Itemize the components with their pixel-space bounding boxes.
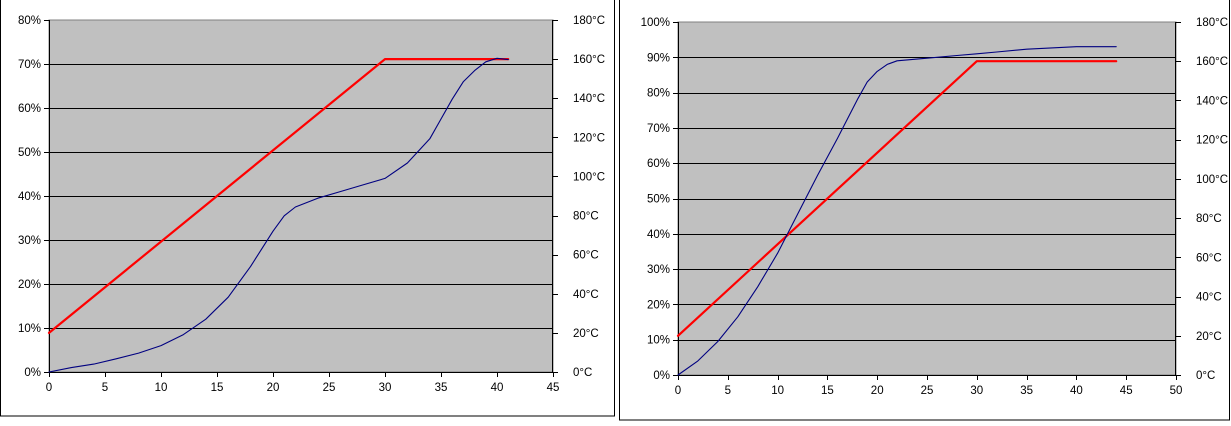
y-right-tick-label: 180°C bbox=[1196, 17, 1228, 29]
y-right-tick-label: 40°C bbox=[573, 289, 599, 301]
y-left-tick-label: 80% bbox=[647, 88, 670, 100]
x-tick-label: 20 bbox=[871, 385, 884, 397]
x-tick-label: 30 bbox=[379, 382, 392, 394]
y-right-tick-label: 160°C bbox=[573, 54, 605, 66]
x-tick-label: 25 bbox=[323, 382, 336, 394]
x-tick-label: 20 bbox=[267, 382, 280, 394]
percentage-curve bbox=[677, 46, 1117, 376]
y-right-tick-label: 80°C bbox=[1196, 213, 1222, 225]
y-left-tick-label: 70% bbox=[647, 123, 670, 135]
y-left-tick-label: 10% bbox=[647, 335, 670, 347]
y-right-tick-label: 40°C bbox=[1196, 292, 1222, 304]
y-right-tick-label: 180°C bbox=[573, 15, 605, 27]
chart-left: 0% 10% 20% 30% 40% 50% 60% 70% 80% 0°C 20°C 40°C 60°… bbox=[0, 0, 616, 421]
y-left-tick-label: 0% bbox=[24, 367, 41, 379]
y-left-tick-label: 20% bbox=[18, 279, 41, 291]
y-left-tick-label: 90% bbox=[647, 52, 670, 64]
y-right-tick-label: 140°C bbox=[1196, 95, 1228, 107]
y-left-tick-label: 20% bbox=[647, 299, 670, 311]
y-left-tick-label: 30% bbox=[18, 235, 41, 247]
x-tick-label: 0 bbox=[46, 382, 52, 394]
x-tick-label: 15 bbox=[211, 382, 224, 394]
y-left-tick-label: 50% bbox=[647, 194, 670, 206]
temperature-line bbox=[676, 60, 1118, 337]
y-left-tick-label: 60% bbox=[647, 158, 670, 170]
y-right-tick-label: 100°C bbox=[1196, 174, 1228, 186]
y-left-tick-label: 40% bbox=[647, 229, 670, 241]
x-tick-label: 30 bbox=[970, 385, 983, 397]
y-left-tick-label: 30% bbox=[647, 264, 670, 276]
y-right-tick-label: 60°C bbox=[573, 250, 599, 262]
y-left-tick-label: 60% bbox=[18, 103, 41, 115]
x-tick-label: 15 bbox=[821, 385, 834, 397]
x-tick-label: 45 bbox=[547, 382, 560, 394]
x-tick-label: 40 bbox=[1070, 385, 1083, 397]
x-tick-label: 10 bbox=[155, 382, 168, 394]
x-tick-label: 25 bbox=[921, 385, 934, 397]
x-tick-label: 10 bbox=[771, 385, 784, 397]
y-right-tick-label: 20°C bbox=[1196, 331, 1222, 343]
y-left-tick-label: 50% bbox=[18, 147, 41, 159]
x-tick-label: 5 bbox=[725, 385, 731, 397]
y-left-tick-label: 80% bbox=[18, 15, 41, 27]
y-left-tick-label: 10% bbox=[18, 323, 41, 335]
temperature-line bbox=[47, 57, 510, 334]
x-tick-label: 35 bbox=[435, 382, 448, 394]
y-right-tick-label: 120°C bbox=[1196, 135, 1228, 147]
y-right-tick-label: 120°C bbox=[573, 132, 605, 144]
x-tick-label: 35 bbox=[1020, 385, 1033, 397]
chart-frame bbox=[0, 0, 615, 417]
y-right-tick-label: 0°C bbox=[573, 367, 592, 379]
y-left-tick-label: 40% bbox=[18, 191, 41, 203]
percentage-curve bbox=[48, 57, 509, 373]
y-right-tick-label: 20°C bbox=[573, 328, 599, 340]
y-right-tick-label: 100°C bbox=[573, 171, 605, 183]
x-tick-label: 5 bbox=[102, 382, 108, 394]
chart-right-svg: 0% 10% 20% 30% 40% 50% 60% 70% 80% 90% 100% 0°C 20°C… bbox=[619, 0, 1230, 421]
x-tick-label: 0 bbox=[675, 385, 681, 397]
y-left-tick-label: 70% bbox=[18, 59, 41, 71]
y-right-tick-label: 60°C bbox=[1196, 252, 1222, 264]
y-left-tick-label: 0% bbox=[653, 370, 670, 382]
chart-left-svg: 0% 10% 20% 30% 40% 50% 60% 70% 80% 0°C 20°C 40°C 60°… bbox=[0, 0, 615, 417]
x-tick-label: 50 bbox=[1170, 385, 1183, 397]
chart-frame bbox=[619, 0, 1230, 421]
y-right-tick-label: 80°C bbox=[573, 211, 599, 223]
x-tick-label: 40 bbox=[491, 382, 504, 394]
y-right-tick-label: 160°C bbox=[1196, 56, 1228, 68]
y-right-tick-label: 0°C bbox=[1196, 370, 1215, 382]
chart-right: 0% 10% 20% 30% 40% 50% 60% 70% 80% 90% 100% 0°C 20°C… bbox=[618, 0, 1231, 421]
y-right-tick-label: 140°C bbox=[573, 93, 605, 105]
plot-area bbox=[677, 21, 1177, 376]
x-tick-label: 45 bbox=[1120, 385, 1133, 397]
y-left-tick-label: 100% bbox=[641, 17, 670, 29]
